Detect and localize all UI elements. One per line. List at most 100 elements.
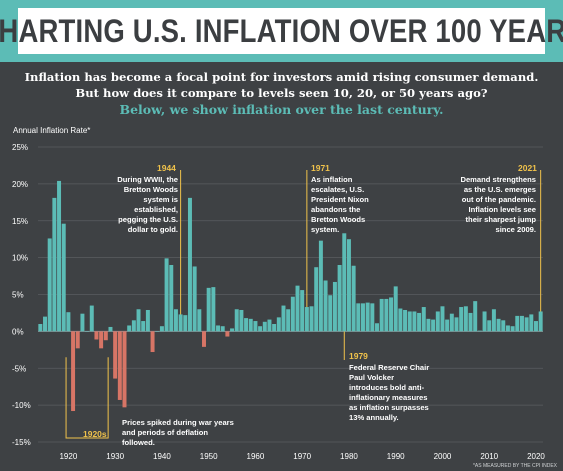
bar xyxy=(300,290,305,332)
bar xyxy=(445,319,450,332)
bar xyxy=(346,239,351,332)
bar xyxy=(295,285,300,332)
bar xyxy=(360,303,365,332)
bar xyxy=(482,311,487,332)
bar xyxy=(99,331,104,349)
bar xyxy=(80,313,85,332)
bar xyxy=(463,306,468,332)
annotation-year-1979: 1979 xyxy=(349,351,368,361)
bar xyxy=(332,281,337,332)
bar xyxy=(85,331,90,332)
bar xyxy=(421,307,426,332)
bar xyxy=(365,302,370,332)
bar xyxy=(407,311,412,332)
bar xyxy=(276,317,281,332)
annotation-year-1971: 1971 xyxy=(311,163,330,173)
bar xyxy=(57,180,62,332)
bar xyxy=(426,318,431,332)
bar xyxy=(393,286,398,332)
bar xyxy=(155,331,160,332)
bar xyxy=(164,258,169,332)
bar xyxy=(117,331,122,400)
bar xyxy=(131,320,136,332)
bar xyxy=(141,321,146,332)
bar xyxy=(113,331,118,379)
bar xyxy=(454,317,459,332)
bar xyxy=(244,318,249,332)
y-tick-label: 15% xyxy=(12,217,28,226)
bar xyxy=(89,305,94,332)
bar xyxy=(318,240,323,332)
annotation-bracket-1920s xyxy=(65,357,109,439)
bar xyxy=(202,331,206,347)
x-tick-label: 1970 xyxy=(293,452,311,461)
bar xyxy=(267,319,272,332)
x-tick-label: 2010 xyxy=(480,452,498,461)
bar xyxy=(538,311,543,332)
x-tick-label: 1920 xyxy=(59,452,77,461)
bar xyxy=(220,326,225,332)
y-tick-label: -10% xyxy=(12,401,31,410)
annotation-text-1979: Federal Reserve Chair Paul Volcker intro… xyxy=(349,363,430,422)
bar xyxy=(253,321,258,332)
x-tick-label: 1980 xyxy=(340,452,358,461)
bar xyxy=(529,314,534,332)
bar xyxy=(328,295,333,332)
footnote: *AS MEASURED BY THE CPI INDEX xyxy=(472,463,557,469)
y-tick-label: -15% xyxy=(12,438,31,447)
bar xyxy=(272,324,277,332)
annotation-year-1920s: 1920s xyxy=(83,429,107,439)
bar xyxy=(183,315,188,332)
bar xyxy=(477,330,482,332)
bar xyxy=(173,309,178,332)
subtitle-line-3: Below, we show inflation over the last c… xyxy=(119,102,444,117)
y-axis-title: Annual Inflation Rate* xyxy=(13,126,91,135)
annotation-text-1971: As inflation escalates, U.S. President N… xyxy=(311,175,369,234)
bar xyxy=(389,297,394,332)
bar xyxy=(524,317,529,332)
x-tick-label: 2020 xyxy=(527,452,545,461)
bar xyxy=(206,287,211,332)
bar xyxy=(281,305,286,332)
bar xyxy=(351,265,356,332)
bar xyxy=(379,298,384,332)
bar xyxy=(239,309,244,332)
bar xyxy=(225,331,230,337)
bar xyxy=(519,315,524,332)
bar xyxy=(216,325,221,332)
bar xyxy=(496,318,501,332)
bar xyxy=(211,287,216,332)
bar xyxy=(384,298,389,332)
bar xyxy=(375,323,379,332)
x-tick-label: 1940 xyxy=(153,452,171,461)
bar xyxy=(108,326,113,332)
bar xyxy=(286,309,291,332)
bar xyxy=(122,331,127,408)
bar xyxy=(197,309,202,332)
annotation-text-2021: Demand strengthens as the U.S. emerges o… xyxy=(460,175,536,234)
bar xyxy=(43,316,48,332)
bar xyxy=(230,328,235,332)
bar xyxy=(94,331,99,340)
y-tick-label: 25% xyxy=(12,143,28,152)
bar xyxy=(412,311,417,332)
bar xyxy=(398,308,403,332)
bar xyxy=(337,265,342,332)
bar xyxy=(136,309,141,332)
bar xyxy=(262,321,267,332)
page-title: CHARTING U.S. INFLATION OVER 100 YEARS xyxy=(0,12,563,49)
bar xyxy=(103,331,108,341)
bar xyxy=(169,265,174,332)
bar xyxy=(515,315,520,332)
bar xyxy=(468,312,473,332)
annotation-year-1944: 1944 xyxy=(157,163,176,173)
bar xyxy=(487,320,492,332)
bar xyxy=(127,325,132,332)
x-tick-label: 1960 xyxy=(247,452,265,461)
bar xyxy=(431,319,436,332)
bar xyxy=(501,320,506,332)
bar xyxy=(248,318,253,332)
bar xyxy=(66,312,71,332)
